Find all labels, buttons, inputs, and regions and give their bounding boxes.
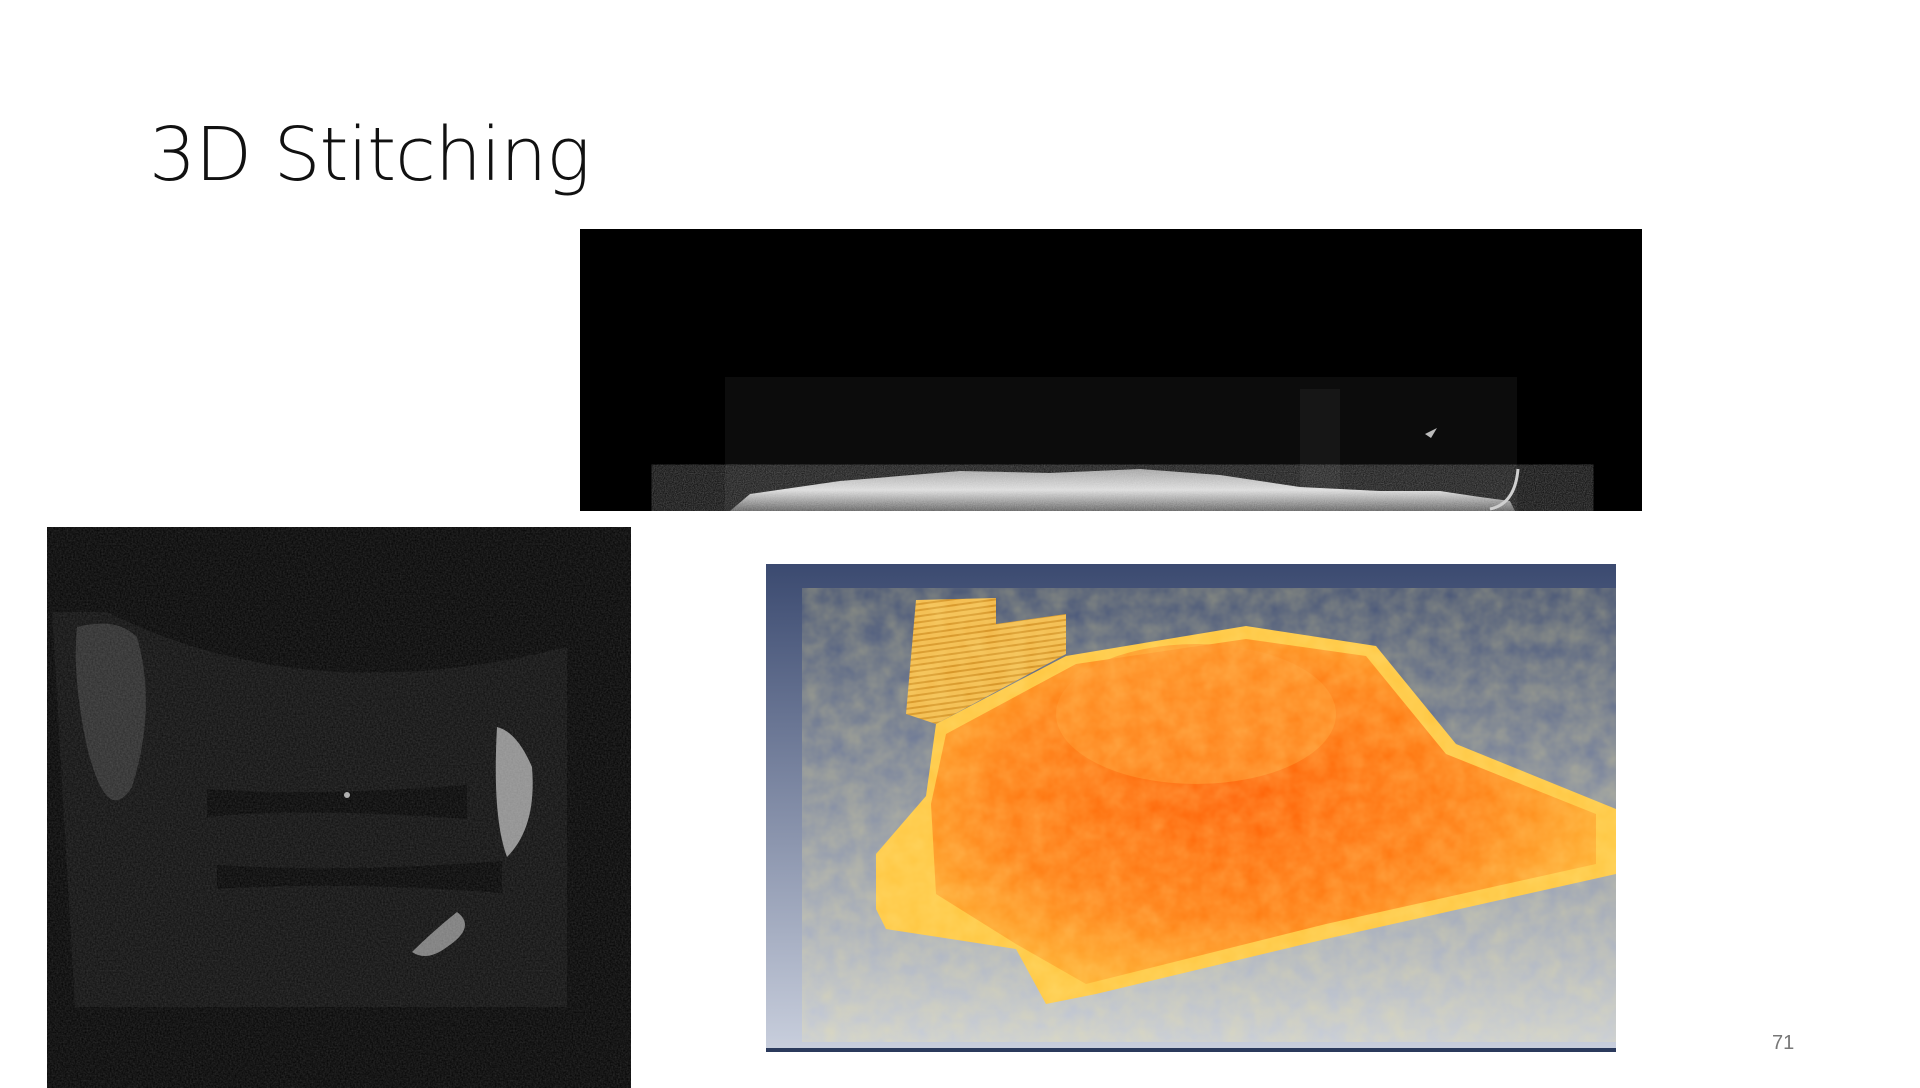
volume-rendering-image	[766, 564, 1616, 1052]
enface-mosaic-image	[47, 527, 631, 1088]
bscan-image	[580, 229, 1642, 511]
page-number: 71	[1772, 1032, 1795, 1054]
slide-title: 3D Stitching	[149, 112, 591, 198]
